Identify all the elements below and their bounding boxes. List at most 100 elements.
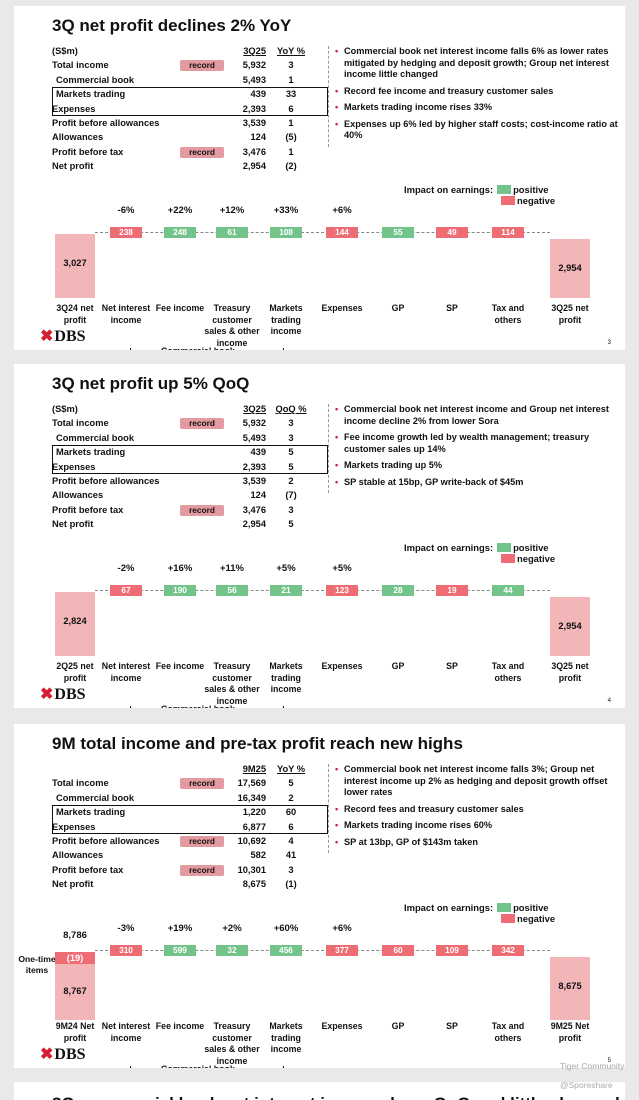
step-pct: +11% [219,563,245,574]
row-change: 3 [288,432,294,443]
row-label: Markets trading [56,89,126,100]
step-pct: +33% [273,205,299,216]
record-badge: record [180,418,224,430]
commercial-book-brace [130,1066,284,1068]
bullet-item: SP at 13bp, GP of $143m taken [335,837,620,849]
step-value-chip: 456 [270,945,302,956]
row-value: 439 [250,447,266,458]
step-pct: +6% [332,205,352,216]
row-value: 16,349 [237,792,266,803]
commercial-book-label: Commercial book [158,704,238,708]
onetime-value: (19) [66,953,84,963]
row-value: 17,569 [237,778,266,789]
table-header: (S$m) 3Q25 QoQ % [52,402,328,416]
logo-text: DBS [54,1046,86,1063]
end-value: 2,954 [558,263,582,273]
slide: 3Q net profit declines 2% YoY (S$m) 3Q25 Yo… [14,6,625,350]
step-pct: +12% [219,205,245,216]
step-label: Net interest income [101,303,151,325]
step-value-chip: 61 [216,227,248,238]
step-value-chip: 377 [326,945,358,956]
change-header: YoY % [276,46,306,56]
end-bar: 2,954 [550,239,590,298]
waterfall-chart: 3,027 3Q24 net profit -6% 238 Net interest i… [52,198,612,350]
step-pct: +60% [273,923,299,934]
row-label: Net profit [52,519,94,530]
next-slide-title: 3Q commercial book net interest income d… [52,1094,625,1100]
record-badge: record [180,835,224,847]
step-label: Treasury customer sales & other income [204,1021,260,1066]
onetime-bar [55,952,95,964]
step-pct: +6% [332,923,352,934]
impact-legend: Impact on earnings: positive negative [404,902,555,924]
step-label: Treasury customer sales & other income [204,303,260,348]
step-pct: -3% [117,923,135,934]
row-label: Allowances [52,490,104,501]
table-row: Markets trading 439 5 [52,445,328,459]
row-change: 1 [288,146,294,157]
step-label: SP [446,1021,458,1031]
step-label: Tax and others [491,303,525,325]
row-label: Commercial book [56,432,135,443]
legend-positive-label: positive [513,184,549,195]
end-label: 3Q25 net profit [551,303,589,325]
slide-title: 3Q net profit up 5% QoQ [52,374,250,393]
record-badge: record [180,146,224,158]
commercial-book-label: Commercial book [158,346,238,350]
row-value: 2,393 [242,461,266,472]
step-value-chip: 60 [382,945,414,956]
row-value: 5,932 [242,418,266,429]
row-change: 6 [288,821,294,832]
dbs-star-icon: ✖ [40,686,54,703]
dbs-star-icon: ✖ [40,328,54,345]
row-value: 1,220 [242,807,266,818]
period-header: 3Q25 [243,404,266,414]
row-label: Commercial book [56,792,135,803]
row-value: 124 [250,132,266,143]
unit-label: (S$m) [52,46,78,56]
row-value: 10,692 [237,835,266,846]
row-label: Profit before tax [52,146,124,157]
start-bar: 2,824 [55,592,95,656]
step-value-chip: 310 [110,945,142,956]
step-pct: +5% [332,563,352,574]
step-pct: +22% [167,205,193,216]
row-label: Expenses [52,103,96,114]
step-value-chip: 28 [382,585,414,596]
step-label: SP [446,303,458,313]
waterfall-chart: 2,824 2Q25 net profit -2% 67 Net interest in… [52,556,612,708]
table-row: Net profit 8,675 (1) [52,877,328,891]
step-value-chip: 238 [110,227,142,238]
onetime-label: One-time items [18,954,56,975]
slide: 3Q net profit up 5% QoQ (S$m) 3Q25 QoQ % Tot… [14,364,625,708]
start-value: 2,824 [63,616,87,626]
step-label: Fee income [155,1021,205,1031]
step-pct: +5% [276,563,296,574]
table-row: Commercial book 16,349 2 [52,791,328,805]
row-label: Profit before allowances [52,475,160,486]
row-label: Allowances [52,132,104,143]
commercial-book-brace [130,348,284,350]
row-change: 60 [285,807,297,818]
row-label: Expenses [52,821,96,832]
table-row: Markets trading 439 33 [52,87,328,101]
step-pct: -6% [117,205,135,216]
start-value: 8,767 [63,986,87,996]
step-label: GP [391,1021,405,1031]
step-value-chip: 49 [436,227,468,238]
step-label: Expenses [321,1021,363,1031]
step-value-chip: 144 [326,227,358,238]
table-row: Total income record 17,569 5 [52,776,328,790]
row-value: 5,493 [242,432,266,443]
table-row: Commercial book 5,493 3 [52,431,328,445]
table-row: Total income record 5,932 3 [52,416,328,430]
connector-line [95,590,550,591]
row-change: 1 [288,74,294,85]
row-label: Profit before tax [52,504,124,515]
page-number: 4 [607,698,611,704]
bullet-item: Markets trading up 5% [335,460,620,472]
row-label: Profit before tax [52,864,124,875]
row-change: 3 [288,418,294,429]
row-change: 2 [288,475,294,486]
table-row: Net profit 2,954 (2) [52,159,328,173]
